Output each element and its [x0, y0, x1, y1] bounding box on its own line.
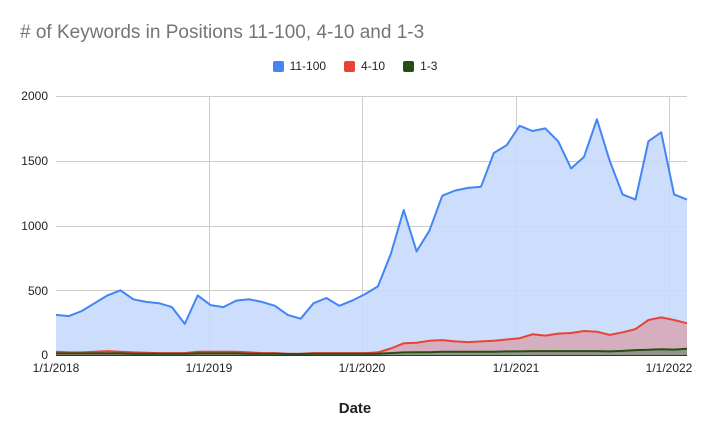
- legend-item-4-10[interactable]: 4-10: [344, 59, 385, 73]
- y-tick-0: 0: [41, 348, 48, 362]
- area-11-100: [56, 119, 687, 355]
- line-11-100: [55, 118, 688, 325]
- x-tick-2021: 1/1/2021: [492, 361, 540, 375]
- y-tick-1500: 1500: [21, 154, 48, 168]
- legend-item-1-3[interactable]: 1-3: [403, 59, 437, 73]
- y-tick-1000: 1000: [21, 219, 48, 233]
- x-tick-2022: 1/1/2022: [645, 361, 693, 375]
- y-tick-500: 500: [27, 284, 48, 298]
- series-layer: [55, 118, 688, 355]
- chart-title: # of Keywords in Positions 11-100, 4-10 …: [20, 22, 425, 43]
- x-tick-2018: 1/1/2018: [32, 361, 80, 375]
- legend-swatch-blue: [272, 60, 284, 72]
- chart-legend: 11-100 4-10 1-3: [0, 59, 710, 73]
- area-4-10: [56, 317, 687, 355]
- x-tick-2019: 1/1/2019: [185, 361, 233, 375]
- legend-item-11-100[interactable]: 11-100: [272, 59, 327, 73]
- legend-swatch-green: [403, 60, 415, 72]
- x-tick-2020: 1/1/2020: [338, 361, 386, 375]
- legend-label: 1-3: [420, 59, 438, 73]
- legend-label: 4-10: [361, 59, 386, 73]
- y-tick-2000: 2000: [21, 89, 48, 103]
- legend-swatch-red: [344, 60, 356, 72]
- x-axis-title: Date: [338, 400, 372, 417]
- legend-label: 11-100: [289, 59, 327, 73]
- line-1-3: [56, 347, 688, 355]
